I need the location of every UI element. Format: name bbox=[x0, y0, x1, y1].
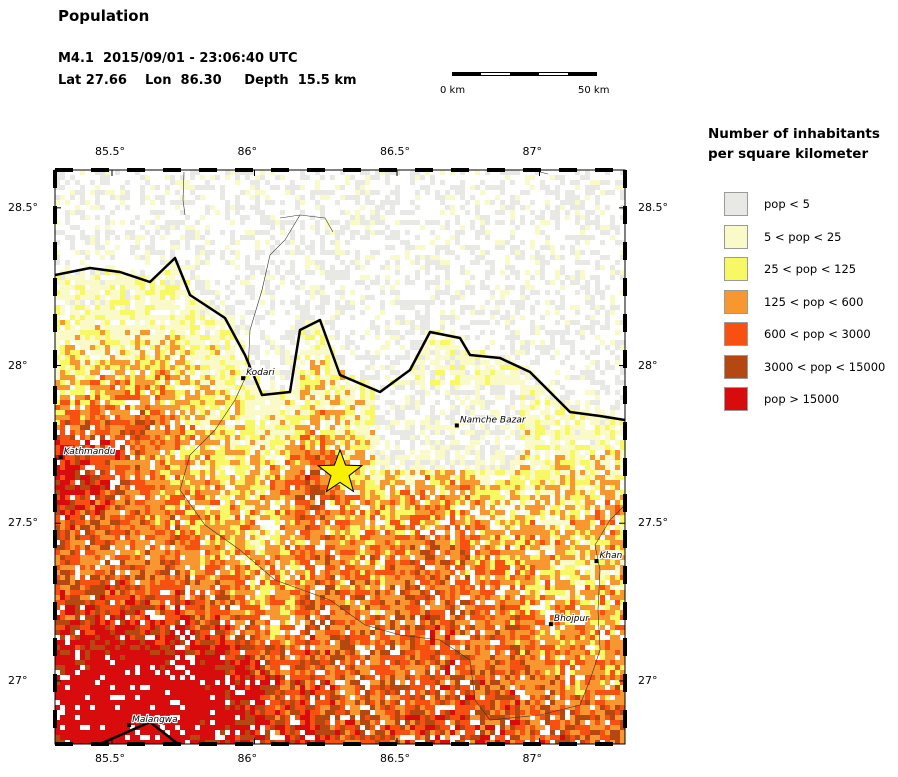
lon-tick-label-top: 86.5° bbox=[380, 145, 410, 158]
lon-tick-label-bottom: 86° bbox=[237, 752, 258, 765]
legend-swatch bbox=[724, 354, 748, 379]
city-marker bbox=[454, 423, 459, 428]
lat-tick-label-right: 27° bbox=[638, 673, 658, 687]
legend-swatch bbox=[724, 257, 748, 281]
city-label: Bhojpur bbox=[554, 614, 590, 624]
legend-label: 25 < pop < 125 bbox=[764, 262, 857, 276]
admin-boundary bbox=[539, 171, 549, 175]
city-label: Malangwa bbox=[132, 715, 178, 725]
epicenter-star-icon bbox=[316, 448, 364, 493]
national-border-south bbox=[99, 720, 179, 744]
legend-label: pop > 15000 bbox=[764, 392, 840, 406]
legend-swatch bbox=[724, 192, 748, 216]
lon-tick-label-top: 87° bbox=[522, 145, 543, 158]
city-label: Kathmandu bbox=[64, 447, 116, 457]
city-marker bbox=[58, 455, 63, 459]
legend-label: 600 < pop < 3000 bbox=[764, 327, 871, 341]
city-marker bbox=[127, 723, 132, 728]
lon-tick-label-top: 85.5° bbox=[95, 145, 125, 158]
legend-swatch bbox=[724, 322, 748, 346]
event-info: M4.1 2015/09/01 - 23:06:40 UTC bbox=[58, 51, 298, 66]
scale-segment bbox=[481, 72, 510, 76]
location-info: Lat 27.66 Lon 86.30 Depth 15.5 km bbox=[58, 73, 357, 88]
lat-tick-label-left: 28.5° bbox=[8, 200, 38, 214]
legend-swatch bbox=[724, 224, 748, 249]
legend-title-line1: Number of inhabitants bbox=[708, 126, 880, 142]
scale-segment bbox=[568, 72, 597, 76]
lat-tick-label-right: 27.5° bbox=[638, 516, 668, 530]
national-border bbox=[55, 256, 625, 422]
scale-segment bbox=[539, 72, 568, 76]
map-frame bbox=[54, 169, 626, 745]
lat-tick-label-right: 28° bbox=[638, 358, 658, 372]
scale-bar bbox=[452, 72, 597, 76]
lat-tick-label-left: 28° bbox=[8, 358, 28, 372]
city-marker bbox=[594, 559, 599, 564]
scale-end-label: 50 km bbox=[578, 85, 610, 96]
lon-tick-label-top: 86° bbox=[237, 145, 258, 158]
population-raster bbox=[55, 170, 625, 744]
legend-label: 125 < pop < 600 bbox=[764, 294, 864, 309]
legend-label: 5 < pop < 25 bbox=[764, 229, 842, 244]
city-label: Namche Bazar bbox=[460, 415, 527, 425]
legend-swatch bbox=[724, 289, 748, 314]
lat-tick-label-left: 27.5° bbox=[8, 516, 38, 530]
scale-start-label: 0 km bbox=[440, 85, 466, 96]
admin-boundary bbox=[182, 171, 186, 216]
legend-label: 3000 < pop < 15000 bbox=[764, 359, 886, 374]
lon-tick-label-bottom: 86.5° bbox=[380, 752, 410, 765]
lat-tick-label-right: 28.5° bbox=[638, 200, 668, 214]
lon-tick-label-bottom: 85.5° bbox=[95, 752, 125, 765]
city-label: Kodari bbox=[246, 368, 275, 378]
admin-boundary bbox=[279, 214, 334, 233]
legend-title: Number of inhabitants per square kilomet… bbox=[708, 124, 880, 164]
map-title: Population bbox=[58, 7, 150, 25]
admin-boundary bbox=[179, 214, 625, 721]
lat-tick-label-left: 27° bbox=[8, 673, 28, 687]
legend-title-line2: per square kilometer bbox=[708, 146, 869, 162]
city-marker bbox=[241, 376, 246, 381]
scale-segment bbox=[510, 72, 539, 76]
legend-label: pop < 5 bbox=[764, 197, 810, 211]
city-label: Khan bbox=[600, 551, 623, 561]
scale-segment bbox=[452, 72, 481, 76]
lon-tick-label-bottom: 87° bbox=[522, 752, 543, 765]
city-marker bbox=[548, 622, 553, 627]
legend-swatch bbox=[724, 387, 748, 411]
